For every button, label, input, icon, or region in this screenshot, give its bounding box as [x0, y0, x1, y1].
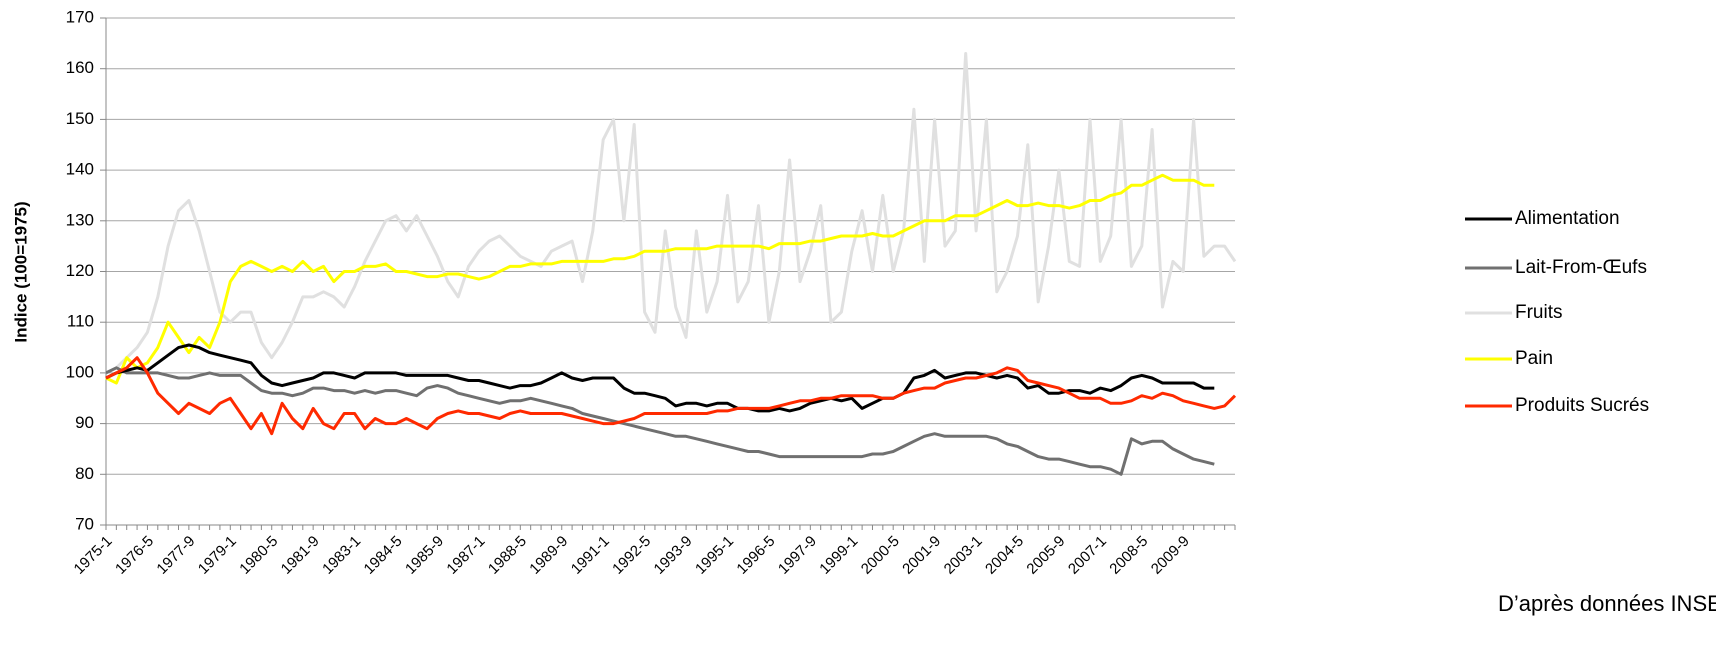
x-tick-label: 1987-1 — [443, 533, 488, 578]
y-axis-title: Indice (100=1975) — [11, 201, 30, 342]
x-tick-label: 1989-9 — [526, 533, 571, 578]
series-line — [105, 173, 1215, 385]
series-line — [105, 52, 1237, 375]
x-tick-label: 1988-5 — [485, 533, 530, 578]
x-tick-label: 2009-9 — [1148, 533, 1193, 578]
y-tick-label: 90 — [75, 413, 94, 432]
x-tick-label: 1997-9 — [775, 533, 820, 578]
series-line — [105, 356, 1237, 436]
legend-label: Fruits — [1515, 302, 1563, 323]
x-tick-label: 1999-1 — [816, 533, 861, 578]
y-tick-label: 70 — [75, 514, 94, 533]
y-tick-label: 120 — [66, 261, 94, 280]
x-tick-label: 1991-1 — [568, 533, 613, 578]
legend-label: Pain — [1515, 348, 1553, 369]
x-tick-label: 1976-5 — [112, 533, 157, 578]
x-tick-label: 1975-1 — [71, 533, 116, 578]
y-tick-label: 140 — [66, 160, 94, 179]
x-tick-label: 2004-5 — [982, 533, 1027, 578]
y-tick-label: 170 — [66, 7, 94, 26]
x-tick-label: 1992-5 — [609, 533, 654, 578]
y-tick-label: 100 — [66, 362, 94, 381]
legend-label: Alimentation — [1515, 208, 1620, 229]
y-tick-label: 150 — [66, 109, 94, 128]
x-tick-label: 2003-1 — [941, 533, 986, 578]
series-line — [105, 343, 1215, 413]
x-tick-label: 1995-1 — [692, 533, 737, 578]
x-tick-label: 1979-1 — [195, 533, 240, 578]
x-tick-label: 1984-5 — [361, 533, 406, 578]
x-tick-label: 2000-5 — [858, 533, 903, 578]
x-tick-label: 1993-9 — [651, 533, 696, 578]
x-tick-label: 1996-5 — [733, 533, 778, 578]
y-tick-label: 130 — [66, 210, 94, 229]
legend-label: Produits Sucrés — [1515, 395, 1649, 416]
x-tick-label: 2005-9 — [1023, 533, 1068, 578]
x-tick-label: 1983-1 — [319, 533, 364, 578]
x-tick-label: 1980-5 — [236, 533, 281, 578]
y-tick-label: 160 — [66, 58, 94, 77]
y-tick-label: 80 — [75, 464, 94, 483]
source-note: D’après données INSEE — [1498, 591, 1716, 616]
series-line — [105, 366, 1215, 476]
x-tick-label: 2008-5 — [1106, 533, 1151, 578]
legend-label: Lait-From-Œufs — [1515, 257, 1647, 278]
y-tick-label: 110 — [67, 312, 94, 331]
x-tick-label: 2007-1 — [1065, 533, 1110, 578]
x-tick-label: 2001-9 — [899, 533, 944, 578]
x-tick-label: 1977-9 — [153, 533, 198, 578]
x-tick-label: 1985-9 — [402, 533, 447, 578]
x-tick-label: 1981-9 — [278, 533, 323, 578]
